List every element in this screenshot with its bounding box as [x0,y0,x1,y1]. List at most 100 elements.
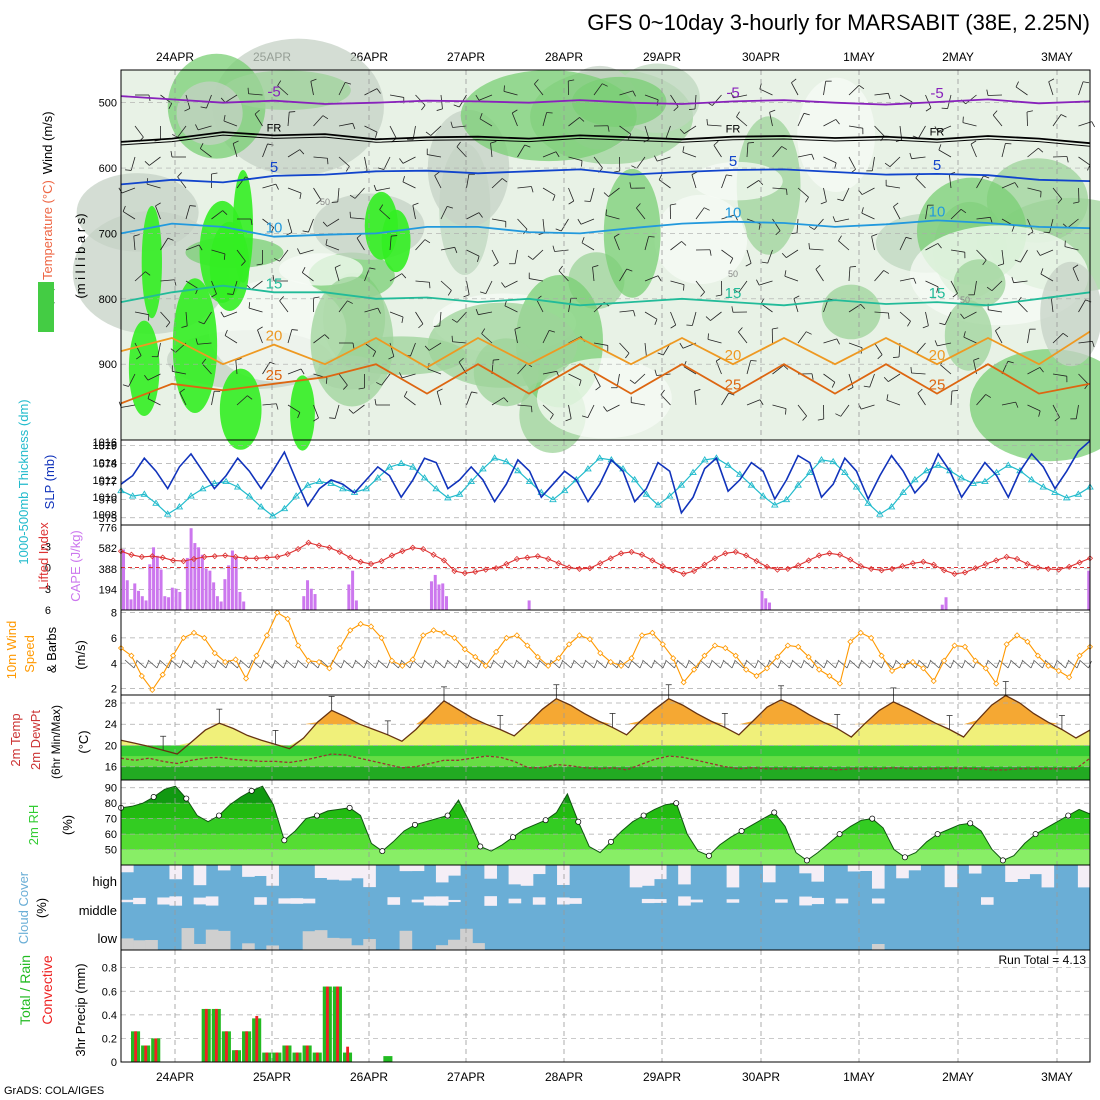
li-point [159,554,166,561]
wind-barb-flag [374,399,377,406]
wind-barb-flag [386,660,391,669]
wind-barb [262,403,277,406]
wind-barb [925,280,939,288]
wind-barb [872,659,882,669]
wind-barb [427,154,442,158]
isotherm-label: 25 [266,367,283,384]
isotherm-line [120,284,1091,307]
wind-barb [338,300,348,313]
wind-barb-flag [201,358,207,364]
wind-barb [236,395,248,406]
precip-convective-bar [346,1046,350,1062]
wind-barb [534,83,544,96]
wind-barb [334,267,340,282]
isotherm-line [120,219,1091,238]
wind-barb-flag [291,329,298,331]
wind-barb [160,279,175,282]
thickness-point [397,459,405,466]
cloud-mid-bar [871,898,885,904]
wind-barb [973,280,977,295]
wind-barb [491,397,505,406]
wind-barb-flag [144,375,149,381]
rh-shade-high [172,278,218,413]
wind-barb [874,125,885,137]
wind-barb-flag [861,207,864,214]
wind-barb-flag [546,112,553,114]
cloud-mid-bar [641,898,655,904]
wind-barb [950,391,953,406]
wind-barb [940,364,952,375]
page-title: GFS 0~10day 3-hourly for MARSABIT (38E, … [587,10,1090,35]
wind-barb-flag [995,326,1001,331]
li-point [482,566,489,573]
rh-point [216,812,222,819]
wind-speed-point [565,641,573,648]
cloud-high-bar [363,865,376,888]
wind-speed-point [242,675,250,682]
cape-bar [944,597,948,610]
wind-barb [683,366,697,375]
cape-bar [137,590,141,610]
wind-speed-point [149,686,156,693]
wind-barb [722,659,733,669]
wind-barb [1052,187,1063,200]
wind-barb [257,329,263,344]
wind-barb-flag [1036,250,1041,256]
wind-barb-flag [892,660,897,669]
li-point [232,553,239,560]
wind-barb [197,342,212,345]
wind-barb-flag [789,660,793,669]
wind-barb [128,373,136,387]
wind-barb [412,205,416,220]
pressure-tick-label: 700 [99,228,117,240]
wind-barb-flag [1082,81,1090,84]
wind-barb-flag [256,263,263,266]
wind-barb [517,186,532,189]
wind-barb [860,404,875,410]
wind-speed-point [857,629,864,636]
wind-barb [415,311,424,325]
thickness-point [817,456,826,463]
wind-barb-flag [324,334,330,339]
wind-barb [560,218,569,232]
wind-speed-point [253,652,260,659]
wind-barb [950,208,962,220]
slp-ylabel: 1000-500mb Thickness (dm) [16,399,31,564]
rh-shade [278,253,363,286]
wind-barb [383,156,391,170]
cloud-high-bar [339,865,352,881]
pressure-tick-label: 1016 [93,437,117,449]
wind-barb-flag [858,84,865,90]
wind-barb [439,311,442,326]
wind-barb [871,236,875,251]
wind-speed-point [868,634,875,641]
cape-bar [238,591,242,610]
wind-barb-flag [334,264,341,268]
wind-barb-flag [694,389,701,392]
wind-barb [814,659,825,669]
wind-barb [354,659,365,669]
wind-barb [224,335,238,344]
wind-barb-flag [657,352,664,356]
cape-tick-label: 776 [99,523,117,535]
wind-barb-flag [1014,259,1021,263]
cape-bar [185,557,189,610]
wind-barb [211,210,223,220]
wind-barb [1067,659,1078,669]
cloud-high-bar [399,865,413,872]
cloud-mid-bar [302,898,316,904]
wind-barb-flag [349,211,351,218]
thickness-point [981,477,989,485]
thickness-point [222,477,230,485]
precip-tick-label: 0.6 [102,986,117,998]
wind-barb [665,125,671,140]
wind-barb-flag [1007,660,1012,669]
bottom-date-label: 29APR [643,1070,681,1084]
wind-barb [364,156,368,171]
wind-barb [568,404,572,419]
rh-shade [536,357,672,439]
wind-barb [435,659,445,669]
wind-barb [232,143,238,158]
wind-barb [338,156,350,167]
li-point [836,551,844,558]
